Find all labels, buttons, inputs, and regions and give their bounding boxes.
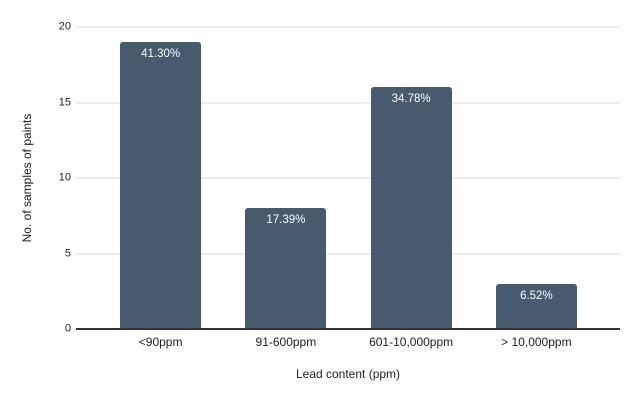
- y-tick-label: 15: [58, 96, 71, 108]
- x-axis-tick-labels: <90ppm 91-600ppm 601-10,000ppm > 10,000p…: [98, 335, 599, 349]
- gridline: [76, 26, 620, 28]
- x-tick-label: 601-10,000ppm: [369, 335, 454, 349]
- bar-value-label: 34.78%: [391, 93, 431, 106]
- bar-601-10000ppm: 34.78%: [370, 87, 452, 329]
- bar-lt90ppm: 41.30%: [120, 42, 202, 329]
- y-tick-label: 5: [64, 247, 71, 259]
- plot-area: 41.30% 17.39% 34.78% 6.52%: [76, 26, 620, 330]
- bar-slot: 17.39%: [223, 27, 348, 329]
- y-tick-label: 0: [64, 322, 71, 335]
- bar-gt10000ppm: 6.52%: [495, 283, 577, 329]
- gridline: [76, 177, 620, 179]
- x-tick-label: <90ppm: [138, 335, 183, 349]
- gridline: [76, 253, 620, 254]
- x-tick-label: 91-600ppm: [255, 335, 317, 349]
- y-axis-tick-labels: 0 5 10 15 20: [0, 21, 71, 334]
- x-axis-title: Lead content (ppm): [295, 367, 401, 381]
- bar-slot: 41.30%: [98, 27, 223, 329]
- bar-91-600ppm: 17.39%: [245, 208, 327, 329]
- bar-value-label: 6.52%: [520, 289, 553, 302]
- y-tick-label: 10: [58, 171, 71, 184]
- bar-slot: 6.52%: [474, 27, 599, 329]
- bar-value-label: 17.39%: [266, 214, 306, 227]
- bar-series: 41.30% 17.39% 34.78% 6.52%: [98, 27, 599, 329]
- x-axis-line: [76, 328, 620, 330]
- bar-slot: 34.78%: [349, 27, 474, 329]
- x-tick-label: > 10,000ppm: [501, 335, 572, 349]
- y-tick-label: 20: [58, 20, 71, 33]
- gridline: [76, 102, 620, 103]
- bar-value-label: 41.30%: [141, 48, 181, 61]
